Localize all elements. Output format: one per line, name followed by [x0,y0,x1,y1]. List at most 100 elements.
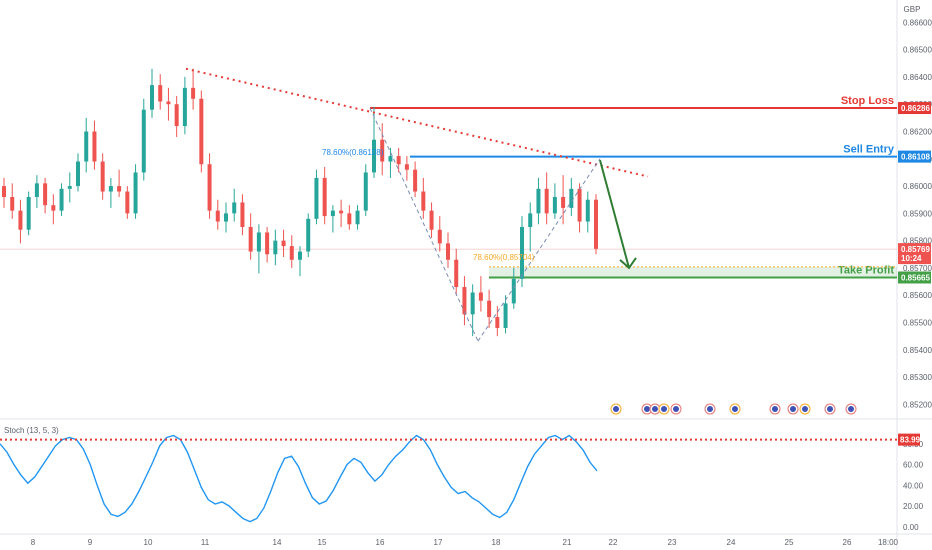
candle-body [520,227,524,279]
last-price-badge [898,243,931,265]
candle-body [207,164,212,211]
candle-body [339,210,344,214]
candle-body [240,202,245,228]
stoch-tick-label: 60.00 [903,461,924,470]
candle-body [273,240,278,255]
time-tick-label: 25 [785,538,794,547]
candle-body [372,139,376,173]
price-tick-label: 0.85800 [903,237,932,246]
candle-body [347,213,352,225]
time-tick-label: 14 [273,538,282,547]
candle-body [569,188,574,208]
candle-body [462,287,467,315]
candle-body [298,251,302,260]
candle-body [446,243,450,260]
time-tick-label: 21 [563,538,572,547]
event-marker-dot [644,406,650,412]
candle-body [10,196,15,211]
candle-body [577,188,582,222]
axes: 0.866000.865000.864000.863000.862000.861… [31,18,932,547]
candle-body [429,210,434,230]
level-label: Take Profit [838,264,894,276]
stoch-line [0,434,598,523]
candle-body [166,101,171,105]
time-tick-label: 24 [727,538,736,547]
time-tick-label: 18:00 [878,538,899,547]
candle-body [51,205,56,211]
candles [2,68,598,337]
price-tick-label: 0.86200 [903,128,932,137]
candle-body [478,292,483,301]
stoch-tick-label: 20.00 [903,502,924,511]
candle-body [421,191,426,211]
candle-body [215,210,220,222]
stoch-tick-label: 40.00 [903,481,924,490]
price-tick-label: 0.85600 [903,291,932,300]
candle-body [265,232,270,255]
time-tick-label: 9 [88,538,93,547]
candle-body [495,317,500,328]
price-tick-label: 0.85500 [903,319,932,328]
candle-body [380,139,385,162]
event-marker-dot [790,406,796,412]
candle-body [174,104,179,127]
candle-body [256,232,261,252]
price-tick-label: 0.85300 [903,373,932,382]
candle-body [150,85,154,110]
event-marker-dot [827,406,833,412]
overbought-text: 83.99 [900,436,921,445]
fib-high-label: 78.60%(0.86108) [322,148,384,157]
overlays [185,67,857,415]
level-price-badge [898,271,931,284]
event-marker-dot [652,406,658,412]
fib-low-label: 78.60%(0.85704) [473,253,535,262]
level-price-badge [898,102,931,115]
time-tick-label: 10 [144,538,153,547]
candle-body [544,188,549,214]
price-levels: Stop Loss Sell Entry Take Profit [0,95,897,279]
candle-body [224,213,228,222]
candle-body [330,210,335,217]
candle-body [585,199,590,222]
candle-body [511,278,516,304]
candle-body [117,186,122,192]
event-marker-dot [732,406,738,412]
stoch-title: Stoch (13, 5, 3) [4,426,59,435]
candle-body [396,156,401,165]
overbought-badge [898,433,920,446]
price-tick-label: 0.85400 [903,346,932,355]
currency-label: GBP [904,5,921,14]
candle-body [43,183,48,206]
candle-body [561,196,566,208]
price-tick-label: 0.86400 [903,73,932,82]
candle-body [182,87,187,127]
time-tick-label: 18 [492,538,501,547]
stoch-tick-label: 0.00 [903,523,919,532]
price-tick-label: 0.86500 [903,46,932,55]
candle-body [528,213,533,228]
candle-body [199,98,204,165]
last-price-text: 0.85769 [901,245,930,254]
candle-body [314,177,319,219]
event-marker-dot [848,406,854,412]
level-price-text: 0.85665 [901,273,930,282]
candle-body [289,246,294,260]
price-tick-label: 0.86000 [903,182,932,191]
candle-body [2,186,6,197]
candle-body [34,183,39,197]
time-tick-label: 11 [201,538,210,547]
candle-body [552,196,557,214]
fib-swing-line [369,107,479,342]
level-label: Sell Entry [843,144,895,156]
price-tick-label: 0.85200 [903,400,932,409]
event-marker-dot [661,406,667,412]
event-marker-dot [673,406,679,412]
candle-body [306,218,311,252]
candle-body [59,188,64,211]
candle-body [125,191,130,214]
candle-body [355,210,360,225]
candle-body [437,229,442,244]
candle-body [26,196,31,230]
